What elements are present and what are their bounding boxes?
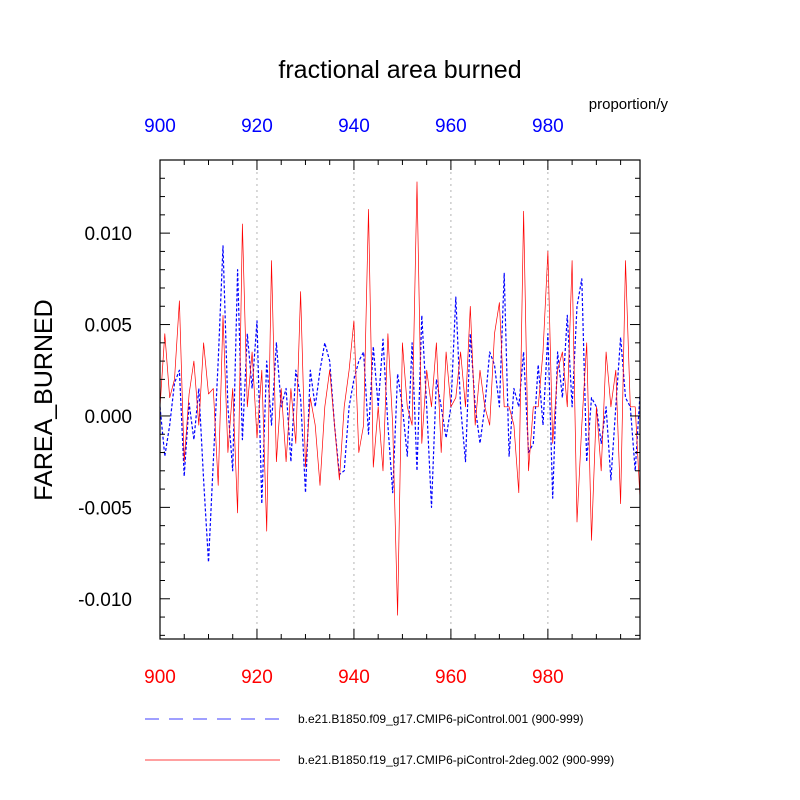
y-axis-label: FAREA_BURNED — [30, 299, 58, 500]
x-tick-label-bottom: 960 — [435, 667, 467, 688]
tick-labels: 900 900 920 920 940 940 960 960 980 980 0.010 0.005… — [78, 116, 564, 688]
y-tick-label: 0.010 — [84, 224, 132, 245]
x-tick-label-bottom: 920 — [241, 667, 273, 688]
x-tick-label-top: 940 — [338, 116, 370, 137]
chart-title: fractional area burned — [278, 56, 521, 84]
legend-label-series-1: b.e21.B1850.f09_g17.CMIP6-piControl.001 … — [298, 712, 584, 726]
x-tick-label-bottom: 980 — [532, 667, 564, 688]
plot-frame — [159, 159, 641, 640]
legend: b.e21.B1850.f09_g17.CMIP6-piControl.001 … — [145, 712, 614, 767]
x-tick-label-bottom: 940 — [338, 667, 370, 688]
series-line-2 — [159, 181, 641, 616]
units-label: proportion/y — [589, 96, 669, 113]
y-tick-label: -0.010 — [78, 590, 132, 611]
x-tick-label-top: 900 — [144, 116, 176, 137]
legend-label-series-2: b.e21.B1850.f19_g17.CMIP6-piControl-2deg… — [298, 753, 614, 767]
grid-lines — [256, 160, 549, 639]
y-tick-label: 0.000 — [84, 407, 132, 428]
x-tick-label-top: 960 — [435, 116, 467, 137]
x-tick-label-top: 920 — [241, 116, 273, 137]
series-line-1 — [159, 245, 641, 563]
x-tick-label-bottom: 900 — [144, 667, 176, 688]
y-tick-label: 0.005 — [84, 316, 132, 337]
x-tick-label-top: 980 — [532, 116, 564, 137]
axis-ticks — [159, 159, 640, 639]
series-lines — [159, 181, 641, 616]
y-tick-label: -0.005 — [78, 498, 132, 519]
